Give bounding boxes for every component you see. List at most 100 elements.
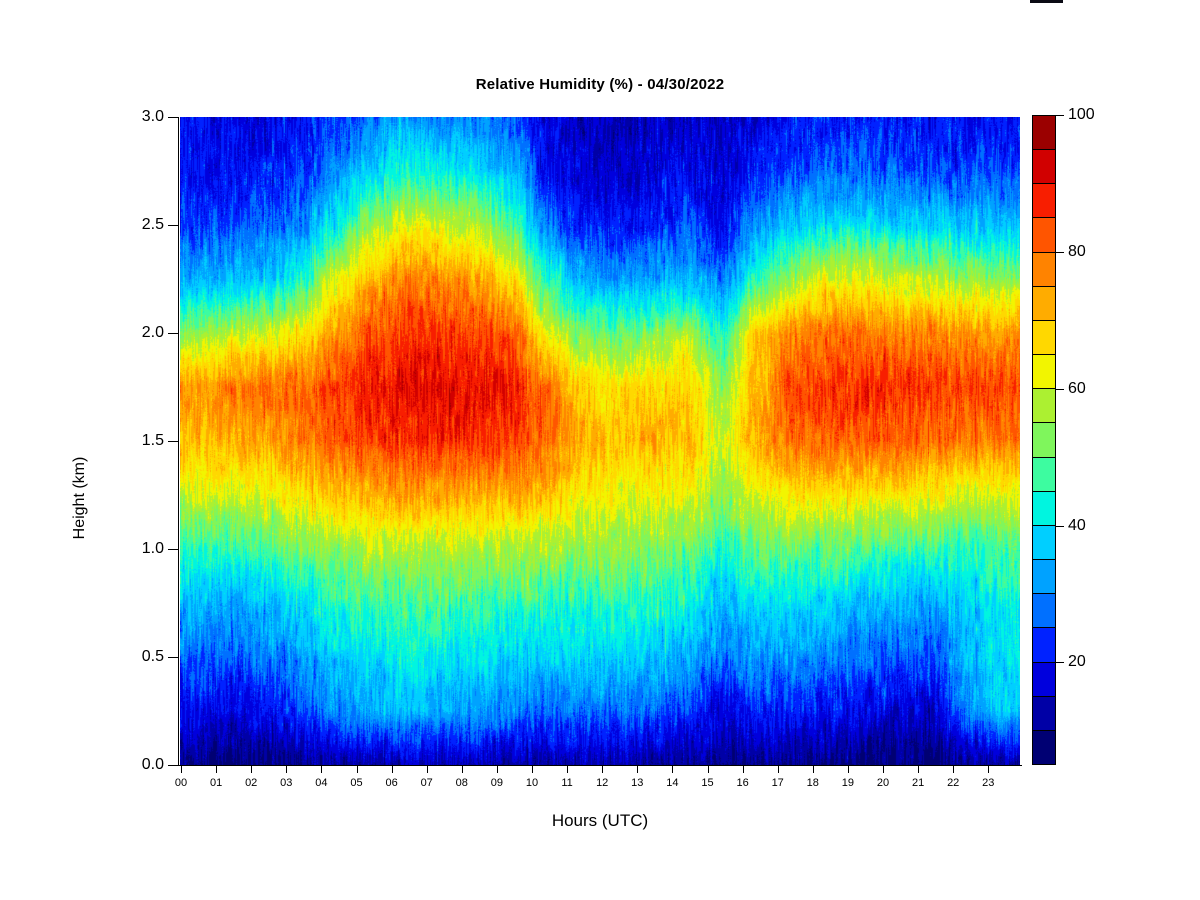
colorbar-tick-label: 20: [1068, 653, 1086, 671]
x-axis-tick-label: 05: [350, 777, 363, 789]
colorbar-segment: [1033, 423, 1055, 458]
y-axis-tick: [168, 333, 178, 334]
x-axis-tick: [637, 766, 639, 773]
colorbar-tick: [1056, 115, 1064, 116]
colorbar-tick: [1056, 388, 1064, 390]
x-axis-tick: [216, 766, 218, 773]
x-axis-tick-label: 21: [911, 777, 925, 789]
y-axis-line: [178, 117, 179, 766]
x-axis-tick: [251, 766, 253, 773]
y-axis-tick-label: 2.5: [141, 216, 164, 233]
colorbar-tick-label: 100: [1068, 106, 1095, 123]
x-axis-tick-label: 14: [666, 777, 679, 789]
colorbar-segment: [1033, 594, 1055, 629]
colorbar-tick: [1056, 525, 1064, 527]
x-axis-tick-label: 01: [209, 777, 223, 789]
y-axis-tick: [168, 765, 178, 766]
y-axis-tick-label: 3.0: [141, 108, 164, 125]
x-axis-tick: [321, 766, 323, 773]
x-axis-tick-label: 02: [245, 777, 258, 789]
x-axis-tick: [918, 766, 920, 773]
x-axis-tick: [496, 766, 498, 773]
y-axis-tick-label: 1.5: [141, 432, 164, 449]
colorbar-segment: [1033, 491, 1055, 526]
x-axis-label: Hours (UTC): [551, 811, 649, 830]
x-axis-tick: [953, 766, 955, 773]
y-axis-tick-label: 0.0: [141, 756, 164, 773]
x-axis-tick-label: 07: [420, 777, 433, 789]
x-axis-tick: [181, 766, 182, 773]
colorbar-segment: [1033, 252, 1055, 287]
heatmap-canvas: [180, 117, 1020, 765]
x-axis-tick: [426, 766, 428, 773]
x-axis-tick-label: 03: [280, 777, 293, 789]
x-axis-tick-label: 20: [876, 777, 890, 789]
y-axis-tick: [168, 117, 178, 118]
x-axis-tick: [742, 766, 744, 773]
x-axis-tick-label: 15: [701, 777, 714, 789]
x-axis-tick-label: 11: [561, 777, 573, 789]
colorbar: [1032, 115, 1056, 765]
x-axis-tick: [356, 766, 358, 773]
x-axis-tick: [777, 766, 779, 773]
colorbar-tick: [1056, 251, 1064, 253]
x-axis-tick: [391, 766, 393, 773]
colorbar-segment: [1033, 286, 1055, 321]
y-axis-tick: [168, 441, 178, 442]
x-axis-tick-label: 06: [385, 777, 398, 789]
x-axis-tick: [707, 766, 709, 773]
y-axis-label: Height (km): [71, 456, 88, 540]
x-axis-tick-label: 04: [315, 777, 328, 789]
x-axis-tick-label: 12: [596, 777, 609, 789]
colorbar-segment: [1033, 150, 1055, 185]
y-axis-tick-label: 1.0: [141, 540, 164, 557]
colorbar-segment: [1033, 560, 1055, 595]
x-axis-tick: [532, 766, 533, 773]
x-axis-tick: [883, 766, 884, 773]
x-axis-tick: [567, 766, 569, 773]
chart-title: Relative Humidity (%) - 04/30/2022: [475, 76, 725, 93]
y-axis-tick: [168, 549, 178, 550]
x-axis-tick: [461, 766, 463, 773]
x-axis-line: [178, 765, 1022, 766]
x-axis-tick-label: 19: [841, 777, 855, 789]
x-axis-tick-label: 00: [174, 777, 188, 789]
colorbar-segment: [1033, 628, 1055, 663]
colorbar-segment: [1033, 355, 1055, 390]
x-axis-tick: [847, 766, 849, 773]
colorbar-segment: [1033, 457, 1055, 492]
colorbar-segment: [1033, 525, 1055, 561]
colorbar-segment: [1033, 730, 1055, 764]
x-axis-tick: [672, 766, 674, 773]
x-axis-tick: [286, 766, 288, 773]
x-axis-tick-label: 08: [455, 777, 468, 789]
screen-artifact: [1030, 0, 1063, 3]
colorbar-segment: [1033, 662, 1055, 697]
colorbar-segment: [1033, 320, 1055, 356]
x-axis-tick-label: 18: [806, 777, 819, 789]
colorbar-segment: [1033, 389, 1055, 424]
x-axis-tick-label: 09: [490, 777, 504, 789]
y-axis-tick: [168, 657, 178, 658]
colorbar-segment: [1033, 116, 1055, 151]
x-axis-tick: [602, 766, 604, 773]
x-axis-tick-label: 23: [982, 777, 995, 789]
x-axis-tick: [812, 766, 814, 773]
colorbar-tick-label: 60: [1068, 379, 1086, 397]
x-axis-tick-label: 16: [736, 777, 749, 789]
y-axis-tick-label: 2.0: [141, 324, 164, 341]
x-axis-tick-label: 13: [631, 777, 644, 789]
colorbar-segment: [1033, 218, 1055, 253]
x-axis-tick: [988, 766, 990, 773]
colorbar-tick-label: 40: [1068, 516, 1086, 534]
colorbar-segment: [1033, 184, 1055, 219]
colorbar-tick-label: 80: [1068, 242, 1086, 260]
y-axis-tick: [168, 225, 178, 226]
y-axis-tick-label: 0.5: [141, 648, 164, 665]
x-axis-tick-label: 10: [525, 777, 539, 789]
x-axis-tick-label: 22: [947, 777, 960, 789]
colorbar-tick: [1056, 662, 1064, 664]
colorbar-segment: [1033, 696, 1055, 731]
x-axis-tick-label: 17: [771, 777, 784, 789]
